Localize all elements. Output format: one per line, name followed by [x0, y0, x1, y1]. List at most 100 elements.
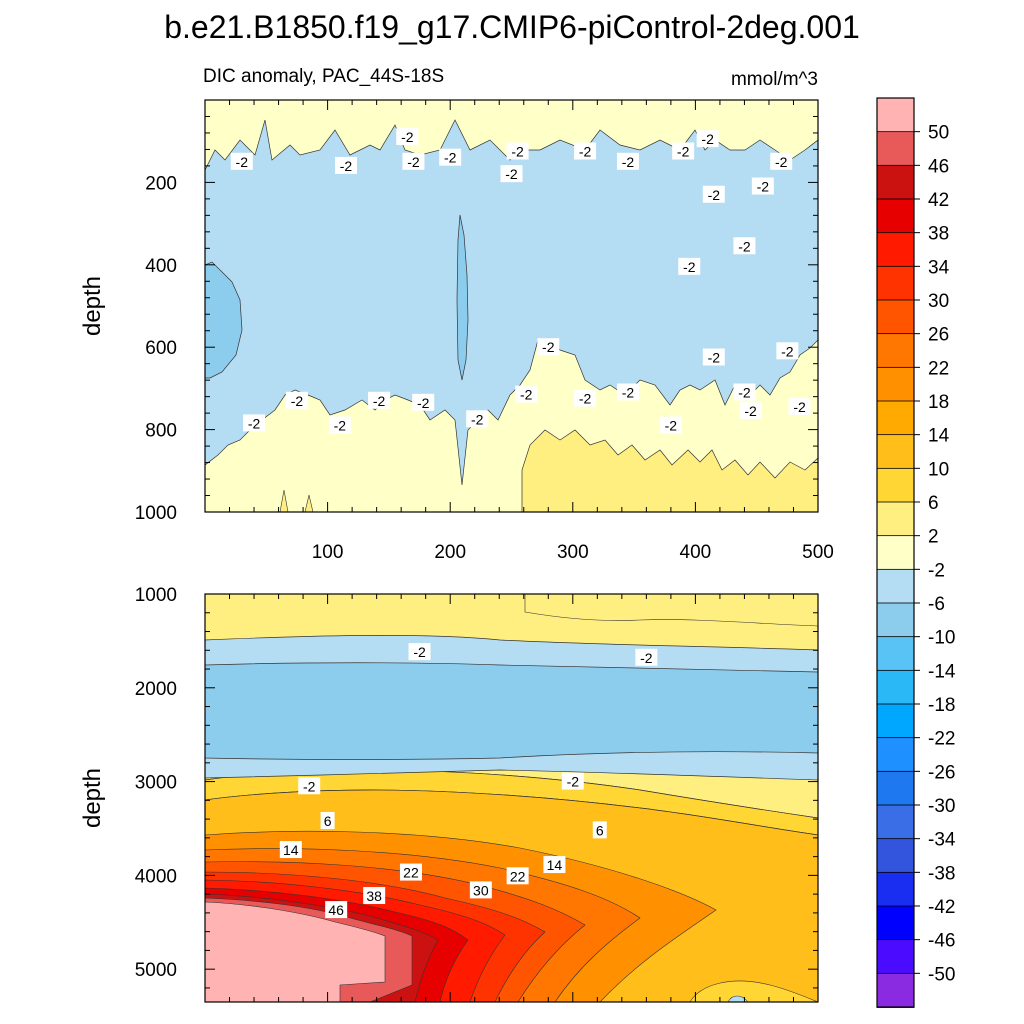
- bottom-y-axis-label: depth: [79, 768, 106, 828]
- colorbar-label: -26: [928, 762, 955, 783]
- x-tick-label: 500: [802, 542, 834, 563]
- contour-label-bg: [500, 165, 523, 183]
- contour-label-text: -2: [407, 154, 420, 170]
- contour-label: 22: [506, 867, 529, 885]
- top-panel: DIC anomaly, PAC_44S-18S mmol/m^3 -2 -2 -2…: [79, 66, 834, 563]
- colorbar-label: 46: [928, 156, 949, 177]
- colorbar-swatch: [876, 164, 915, 200]
- contour-label: -2: [733, 383, 756, 401]
- contour-label-bg: [561, 772, 584, 790]
- contour-label-text: -2: [511, 144, 524, 160]
- top-axis-ticks: 100 200 300 400 500 200 400 600 800 1000: [135, 99, 834, 563]
- contour-label-bg: [733, 383, 756, 401]
- colorbar-label: 14: [928, 426, 950, 447]
- top-positive-patch: [279, 489, 289, 512]
- contour-label-bg: [279, 841, 302, 859]
- contour-label-text: -2: [444, 150, 457, 166]
- top-y-axis-label: depth: [79, 276, 106, 336]
- colorbar-swatch: [876, 198, 915, 234]
- contour-label-text: 46: [328, 902, 344, 918]
- contour-label-bg: [399, 863, 422, 881]
- bottom-panel: -2 -2 -2 -2 6 6 14 14 22 22 30 38 46 1000 2000 3000 400…: [79, 585, 819, 1003]
- contour-label-text: -2: [579, 391, 592, 407]
- contour-label-text: 6: [596, 822, 604, 838]
- contour-label-bg: [298, 777, 321, 795]
- contour-label-text: -2: [622, 154, 635, 170]
- top-positive-patch: [304, 494, 314, 512]
- y-tick-label: 3000: [135, 773, 177, 794]
- contour-label: 22: [399, 863, 422, 881]
- colorbar-swatch: [876, 703, 915, 739]
- colorbar-label: 10: [928, 459, 949, 480]
- contour-label-text: 6: [324, 813, 332, 829]
- contour-label-bg: [702, 348, 725, 366]
- colorbar-frame: [876, 97, 915, 1008]
- contour-label-bg: [230, 152, 253, 170]
- contour-label: -2: [733, 237, 756, 255]
- contour-label-bg: [325, 901, 348, 919]
- colorbar-swatch: [876, 602, 915, 638]
- contour-label-bg: [659, 416, 682, 434]
- contour-label: -2: [230, 152, 253, 170]
- contour-label: -2: [678, 257, 701, 275]
- contour-label-text: -2: [708, 350, 721, 366]
- colorbar-label: 26: [928, 325, 949, 346]
- colorbar-swatch: [876, 838, 915, 874]
- contour-label-text: -2: [303, 778, 316, 794]
- colorbar-label: 38: [928, 224, 949, 245]
- colorbar-label: 42: [928, 190, 949, 211]
- contour-label: -2: [334, 156, 357, 174]
- colorbar-swatch: [876, 568, 915, 604]
- contour-label: -2: [770, 152, 793, 170]
- contour-label-text: -2: [701, 131, 714, 147]
- contour-label-bg: [396, 128, 419, 146]
- contour-label: -2: [466, 410, 489, 428]
- top-region-deep-positive: [521, 429, 818, 512]
- contour-label-text: -2: [291, 393, 304, 409]
- contour-label-bg: [702, 185, 725, 203]
- colorbar-label: 34: [928, 257, 950, 278]
- x-tick-label: 300: [557, 542, 589, 563]
- contour-label-bg: [739, 402, 762, 420]
- contour-label-text: -2: [708, 187, 721, 203]
- bot-band-max: [205, 901, 386, 1002]
- colorbar: 50 46 42 38 34 30 26 22 18 14 10 6 2 -2 -6 -10 -14 -18 -22…: [876, 97, 956, 1008]
- contour-label-text: -2: [744, 403, 757, 419]
- contour-label: -2: [298, 777, 321, 795]
- colorbar-label: -18: [928, 695, 955, 716]
- contour-label: -2: [616, 152, 639, 170]
- x-tick-label: 200: [434, 542, 466, 563]
- contour-label-text: -2: [738, 238, 751, 254]
- colorbar-swatch: [876, 871, 915, 907]
- contour-label-bg: [751, 177, 774, 195]
- top-region-core: [205, 261, 243, 379]
- colorbar-swatch: [876, 905, 915, 941]
- contour-label-bg: [592, 821, 607, 839]
- contour-label: -2: [574, 142, 597, 160]
- colorbar-swatch: [876, 366, 915, 402]
- x-tick-label: 400: [680, 542, 712, 563]
- contour-label: -2: [285, 391, 308, 409]
- contour-label-bg: [328, 416, 351, 434]
- contour-label-text: 14: [283, 842, 299, 858]
- contour-label: -2: [635, 648, 658, 666]
- contour-label: -2: [243, 414, 266, 432]
- colorbar-label: -46: [928, 931, 955, 952]
- colorbar-label: -10: [928, 628, 955, 649]
- top-thin-core: [456, 214, 469, 381]
- colorbar-swatch: [876, 737, 915, 773]
- contour-label-text: -2: [775, 154, 788, 170]
- colorbar-label: -14: [928, 661, 956, 682]
- contour-label-bg: [574, 142, 597, 160]
- contour-label: 30: [469, 881, 492, 899]
- colorbar-label: 50: [928, 123, 949, 144]
- colorbar-label: 18: [928, 392, 949, 413]
- colorbar-label: -34: [928, 830, 956, 851]
- colorbar-swatch: [876, 636, 915, 672]
- contour-label-text: -2: [640, 650, 653, 666]
- y-tick-label: 1000: [135, 503, 177, 524]
- contour-label-text: -2: [520, 387, 533, 403]
- contour-label-bg: [334, 156, 357, 174]
- contour-label: -2: [739, 402, 762, 420]
